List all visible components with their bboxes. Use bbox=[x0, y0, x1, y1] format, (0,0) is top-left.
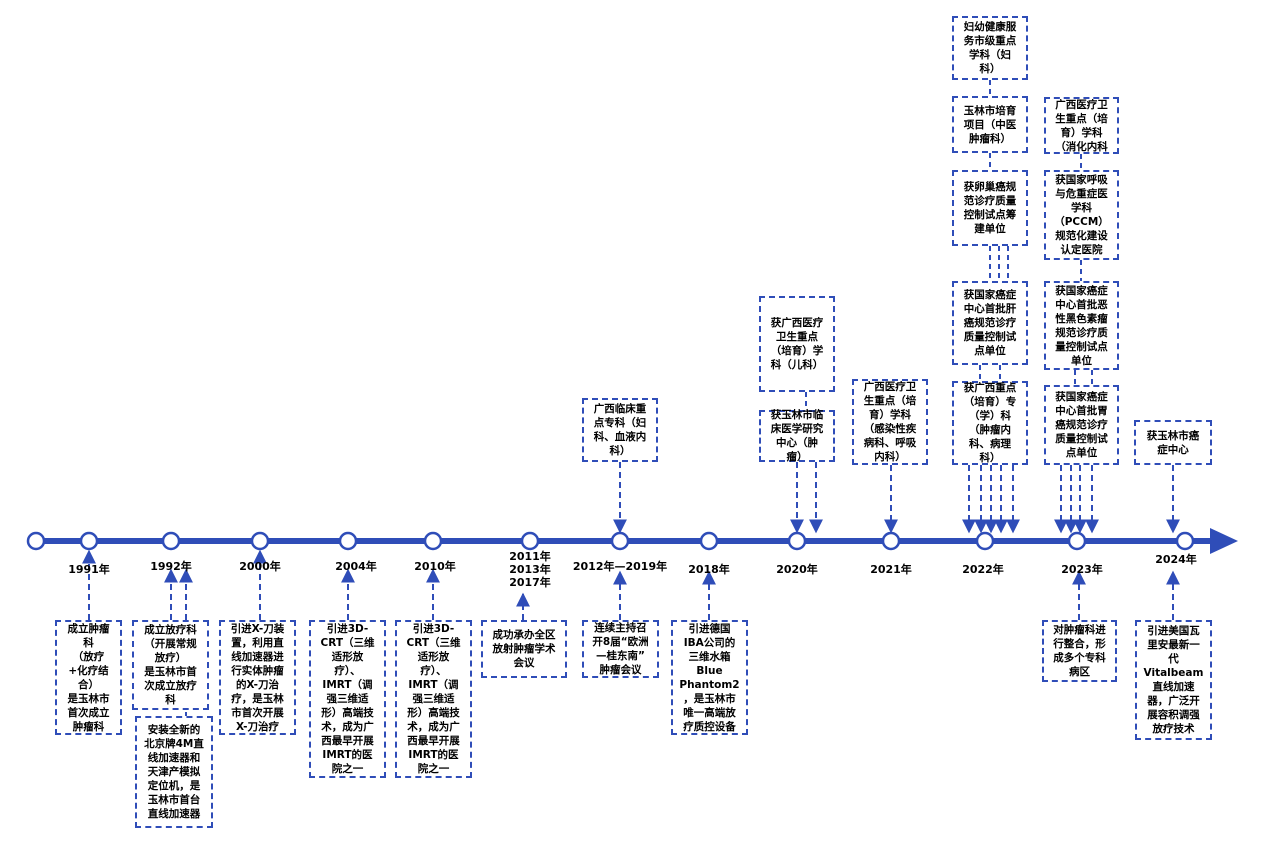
timeline-node-2012 bbox=[610, 531, 630, 551]
timeline-node-2011 bbox=[520, 531, 540, 551]
event-box-2010: 引进3D- CRT（三维 适形放 疗）、 IMRT（调 强三维适 形）高端技 术… bbox=[395, 620, 472, 778]
event-box-2022-a: 妇幼健康服 务市级重点 学科（妇 科） bbox=[952, 16, 1028, 80]
timeline-node-2004 bbox=[338, 531, 358, 551]
year-label-2011-2013-2017: 2011年 2013年 2017年 bbox=[509, 550, 551, 589]
timeline-node-2000 bbox=[250, 531, 270, 551]
event-box-2021: 广西医疗卫 生重点（培 育）学科 （感染性疾 病科、呼吸 内科） bbox=[852, 379, 928, 465]
event-box-2022-e: 获广西重点 （培育）专 （学）科 （肿瘤内 科、病理 科） bbox=[952, 381, 1028, 465]
year-label-1992: 1992年 bbox=[150, 560, 192, 573]
event-box-1992-a: 成立放疗科 （开展常规 放疗） 是玉林市首 次成立放疗 科 bbox=[132, 620, 209, 710]
event-box-2022-b: 玉林市培育 项目（中医 肿瘤科） bbox=[952, 96, 1028, 153]
year-label-2012-2019: 2012年—2019年 bbox=[572, 560, 668, 573]
timeline-node-2024 bbox=[1175, 531, 1195, 551]
timeline-node-1991 bbox=[79, 531, 99, 551]
year-label-1991: 1991年 bbox=[68, 563, 110, 576]
timeline-node-2021 bbox=[881, 531, 901, 551]
year-label-2023: 2023年 bbox=[1061, 563, 1103, 576]
timeline-node-2022 bbox=[975, 531, 995, 551]
event-box-1991: 成立肿瘤 科 （放疗 +化疗结 合） 是玉林市 首次成立 肿瘤科 bbox=[55, 620, 122, 735]
year-label-2018: 2018年 bbox=[688, 563, 730, 576]
timeline-node-1992 bbox=[161, 531, 181, 551]
event-box-2012-b: 连续主持召 开8届“欧洲 —桂东南” 肿瘤会议 bbox=[582, 620, 659, 678]
timeline-node-2023 bbox=[1067, 531, 1087, 551]
timeline-axis-arrowhead bbox=[1210, 528, 1238, 554]
year-label-2000: 2000年 bbox=[239, 560, 281, 573]
timeline-node-2020 bbox=[787, 531, 807, 551]
event-box-2000: 引进X-刀装 置，利用直 线加速器进 行实体肿瘤 的X-刀治 疗，是玉林 市首次… bbox=[219, 620, 296, 735]
event-box-2023-e: 对肿瘤科进 行整合，形 成多个专科 病区 bbox=[1042, 620, 1117, 682]
timeline-node-2018 bbox=[699, 531, 719, 551]
event-box-2023-b: 获国家呼吸 与危重症医 学科 （PCCM） 规范化建设 认定医院 bbox=[1044, 170, 1119, 260]
event-box-2004: 引进3D- CRT（三维 适形放 疗）、 IMRT（调 强三维适 形）高端技 术… bbox=[309, 620, 386, 778]
event-box-2020-a: 获广西医疗 卫生重点 （培育）学 科（儿科） bbox=[759, 296, 835, 392]
event-box-2011: 成功承办全区 放射肿瘤学术 会议 bbox=[481, 620, 567, 678]
year-label-2022: 2022年 bbox=[962, 563, 1004, 576]
timeline-node-start bbox=[26, 531, 46, 551]
event-box-2023-c: 获国家癌症 中心首批恶 性黑色素瘤 规范诊疗质 量控制试点 单位 bbox=[1044, 281, 1119, 370]
event-box-2024-b: 引进美国瓦 里安最新一 代 Vitalbeam 直线加速 器，广泛开 展容积调强… bbox=[1135, 620, 1212, 740]
event-box-2022-c: 获卵巢癌规 范诊疗质量 控制试点筹 建单位 bbox=[952, 170, 1028, 246]
event-box-2012-a: 广西临床重 点专科（妇 科、血液内 科） bbox=[582, 398, 658, 462]
event-box-2018: 引进德国 IBA公司的 三维水箱 Blue Phantom2 ，是玉林市 唯一高… bbox=[671, 620, 748, 735]
year-label-2021: 2021年 bbox=[870, 563, 912, 576]
event-box-2023-d: 获国家癌症 中心首批胃 癌规范诊疗 质量控制试 点单位 bbox=[1044, 385, 1119, 465]
event-box-2020-b: 获玉林市临 床医学研究 中心（肿 瘤） bbox=[759, 409, 835, 463]
year-label-2024: 2024年 bbox=[1155, 553, 1197, 566]
timeline-node-2010 bbox=[423, 531, 443, 551]
event-box-1992-b: 安装全新的 北京牌4M直 线加速器和 天津产模拟 定位机，是 玉林市首台 直线加… bbox=[135, 716, 213, 828]
year-label-2010: 2010年 bbox=[414, 560, 456, 573]
year-label-2020: 2020年 bbox=[776, 563, 818, 576]
event-box-2023-a: 广西医疗卫 生重点（培 育）学科 （消化内科 bbox=[1044, 97, 1119, 154]
year-label-2004: 2004年 bbox=[335, 560, 377, 573]
event-box-2022-d: 获国家癌症 中心首批肝 癌规范诊疗 质量控制试 点单位 bbox=[952, 281, 1028, 365]
event-box-2024-a: 获玉林市癌 症中心 bbox=[1134, 420, 1212, 465]
